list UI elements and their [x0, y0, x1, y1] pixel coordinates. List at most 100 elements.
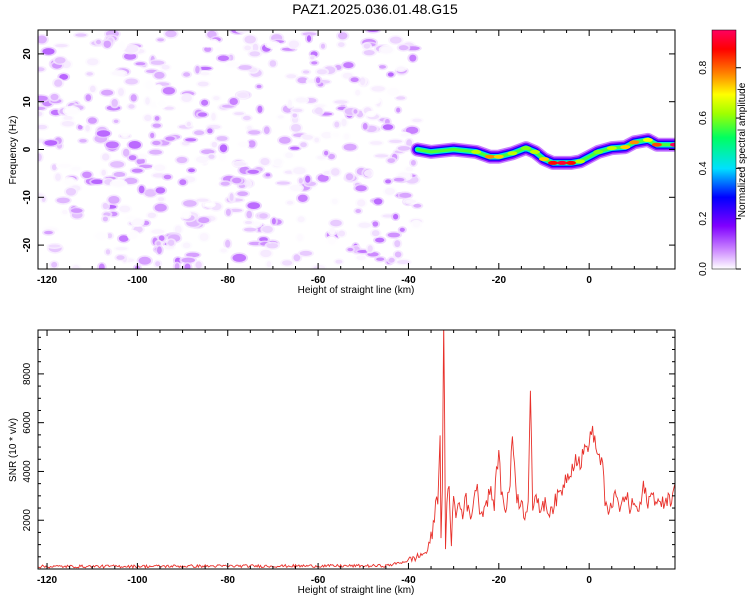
noise-blob	[355, 152, 360, 161]
noise-blob	[394, 251, 402, 258]
noise-blob	[59, 74, 69, 80]
noise-blob	[260, 158, 270, 166]
noise-blob	[55, 44, 68, 48]
noise-blob	[131, 168, 143, 173]
noise-blob	[195, 156, 209, 163]
noise-blob	[297, 77, 308, 84]
noise-blob	[218, 153, 227, 161]
noise-blob	[204, 46, 212, 52]
noise-blob	[163, 174, 172, 180]
noise-blob	[164, 106, 174, 110]
noise-blob	[167, 239, 175, 246]
signal-peak	[520, 146, 531, 151]
noise-blob	[181, 94, 192, 103]
noise-blob	[372, 98, 379, 103]
noise-blob	[79, 139, 87, 143]
noise-blob	[182, 211, 190, 218]
noise-blob	[302, 70, 310, 74]
noise-blob	[226, 61, 239, 67]
noise-blob	[196, 198, 209, 202]
noise-blob	[376, 257, 385, 261]
noise-blob	[244, 45, 252, 51]
noise-blob	[96, 130, 111, 137]
noise-blob	[247, 202, 260, 210]
snr-frame	[37, 329, 676, 570]
noise-blob	[181, 257, 195, 263]
noise-blob	[233, 162, 247, 166]
noise-blob	[338, 230, 346, 237]
noise-blob	[332, 132, 340, 138]
noise-blob	[225, 239, 231, 248]
noise-blob	[311, 61, 318, 65]
noise-blob	[356, 255, 366, 261]
noise-blob	[186, 252, 200, 258]
noise-blob	[338, 32, 348, 40]
noise-blob	[122, 132, 128, 137]
noise-blob	[265, 173, 271, 177]
x-tick-label: -80	[221, 575, 236, 586]
colorbar-gradient	[711, 29, 737, 270]
noise-blob	[341, 118, 347, 127]
chart-title: PAZ1.2025.036.01.48.G15	[292, 1, 458, 17]
noise-blob	[38, 124, 48, 130]
noise-blob	[237, 92, 248, 98]
colorbar-tick-label: 0.6	[698, 111, 709, 125]
noise-blob	[183, 200, 197, 207]
noise-blob	[299, 250, 313, 256]
noise-blob	[315, 77, 321, 84]
noise-blob	[384, 187, 395, 195]
noise-blob	[225, 208, 231, 216]
noise-blob	[234, 112, 245, 116]
noise-blob	[111, 70, 126, 76]
noise-blob	[113, 119, 119, 124]
noise-blob	[71, 208, 83, 213]
noise-blob	[266, 261, 272, 268]
noise-blob	[338, 42, 345, 47]
x-tick-label: -100	[127, 575, 147, 586]
noise-blob	[185, 138, 197, 142]
noise-blob	[287, 99, 292, 108]
noise-blob	[197, 81, 209, 87]
noise-blob	[371, 86, 385, 92]
noise-blob	[305, 175, 311, 183]
noise-blob	[165, 136, 175, 141]
noise-blob	[145, 97, 150, 105]
noise-blob	[158, 235, 165, 241]
noise-blob	[295, 97, 308, 103]
x-tick-label: -120	[37, 275, 57, 286]
noise-blob	[116, 255, 125, 260]
noise-blob	[243, 115, 251, 121]
noise-blob	[216, 47, 221, 51]
noise-blob	[107, 233, 113, 239]
noise-blob	[229, 98, 238, 105]
spectrogram-signal-trace	[410, 132, 675, 170]
noise-blob	[176, 156, 188, 164]
snr-line	[38, 330, 675, 569]
noise-blob	[396, 107, 401, 113]
noise-blob	[113, 172, 126, 177]
noise-blob	[154, 203, 167, 212]
noise-blob	[102, 216, 108, 222]
signal-peak	[484, 154, 495, 159]
noise-blob	[57, 163, 72, 168]
noise-blob	[220, 248, 227, 253]
noise-blob	[156, 241, 161, 247]
noise-blob	[38, 35, 47, 44]
noise-blob	[182, 242, 191, 249]
noise-blob	[237, 30, 252, 33]
noise-blob	[207, 128, 213, 134]
noise-blob	[195, 261, 202, 269]
noise-blob	[98, 263, 105, 269]
noise-blob	[85, 94, 92, 101]
noise-blob	[329, 227, 336, 235]
signal-peak	[670, 142, 675, 147]
x-tick-label: -120	[37, 575, 57, 586]
noise-blob	[379, 65, 386, 69]
noise-blob	[399, 192, 412, 198]
noise-blob	[38, 67, 45, 72]
noise-blob	[410, 160, 416, 166]
noise-blob	[237, 191, 249, 196]
noise-blob	[61, 34, 76, 40]
noise-blob	[380, 46, 393, 54]
